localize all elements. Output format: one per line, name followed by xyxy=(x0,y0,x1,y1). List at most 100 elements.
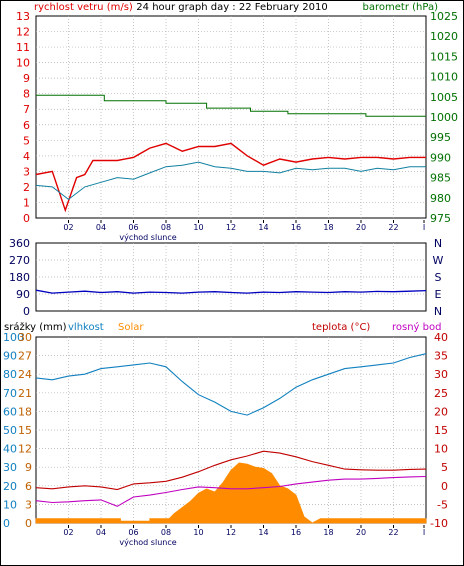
pressure-tick-label: 1020 xyxy=(430,30,458,43)
wind-x-tick-label: 20 xyxy=(356,223,366,232)
humidity-tick-label: 20 xyxy=(3,480,17,493)
wind-x-tick-label: 22 xyxy=(388,223,398,232)
series-area-solar xyxy=(35,462,427,524)
pressure-tick-label: 1025 xyxy=(430,10,458,23)
wind-speed-tick-label: 2 xyxy=(23,181,30,194)
direction-compass-label: W xyxy=(433,254,444,267)
humidity-x-tick-label: 22 xyxy=(388,528,398,537)
series-line-wind-direction xyxy=(35,289,427,294)
direction-compass-label: E xyxy=(435,288,442,301)
humidity-tick-label: 60 xyxy=(3,405,17,418)
temperature-tick-label: 30 xyxy=(434,368,448,381)
solar-tick-label: 6 xyxy=(25,480,32,493)
solar-tick-label: 3 xyxy=(25,498,32,511)
temperature-tick-label: 15 xyxy=(434,424,448,437)
pressure-tick-label: 990 xyxy=(430,151,451,164)
wind-x-tick-label: 02 xyxy=(63,223,73,232)
humidity-x-tick-label: 16 xyxy=(291,528,301,537)
wind-x-tick-label: 08 xyxy=(161,223,171,232)
series-line-vlhkost xyxy=(35,353,427,416)
pressure-tick-label: 1000 xyxy=(430,111,458,124)
humidity-x-tick-label: I xyxy=(423,528,425,537)
wind-speed-tick-label: 6 xyxy=(23,119,30,132)
pressure-tick-label: 1005 xyxy=(430,91,458,104)
solar-tick-label: 21 xyxy=(18,387,32,400)
wind-x-tick-label: 14 xyxy=(258,223,268,232)
solar-tick-label: 9 xyxy=(25,461,32,474)
temperature-tick-label: 25 xyxy=(434,387,448,400)
direction-compass-label: S xyxy=(435,271,442,284)
legend-dew-point: rosný bod xyxy=(392,321,441,333)
direction-compass-label: N xyxy=(434,305,442,318)
pressure-tick-label: 985 xyxy=(430,172,451,185)
pressure-tick-label: 980 xyxy=(430,192,451,205)
humidity-x-tick-label: 12 xyxy=(226,528,236,537)
solar-tick-label: 12 xyxy=(18,443,32,456)
wind-x-tick-label: 18 xyxy=(323,223,333,232)
temperature-tick-label: 5 xyxy=(441,461,448,474)
wind-speed-tick-label: 5 xyxy=(23,134,30,147)
solar-tick-label: 15 xyxy=(18,424,32,437)
humidity-x-tick-label: 02 xyxy=(63,528,73,537)
wind-speed-tick-label: 9 xyxy=(23,72,30,85)
wind-x-tick-label: 12 xyxy=(226,223,236,232)
series-line-rychlost-vetru xyxy=(35,142,426,213)
humidity-x-tick-label: 18 xyxy=(323,528,333,537)
wind-x-tick-label: I xyxy=(423,223,425,232)
legend-temperature: teplota (°C) xyxy=(312,322,370,333)
pressure-tick-label: 1010 xyxy=(430,71,458,84)
direction-tick-label: 270 xyxy=(9,254,30,267)
pressure-axis-title: barometr (hPa) xyxy=(363,2,439,13)
pressure-tick-label: 975 xyxy=(430,212,451,225)
humidity-x-tick-label: 04 xyxy=(96,528,106,537)
humidity-tick-label: 0 xyxy=(3,517,10,530)
series-line-rosn-bod xyxy=(35,475,427,507)
wind-speed-tick-label: 7 xyxy=(23,103,30,116)
sunrise-label-top: východ slunce xyxy=(119,233,176,242)
solar-tick-label: 30 xyxy=(18,331,32,344)
temperature-tick-label: 35 xyxy=(434,350,448,363)
pressure-tick-label: 1015 xyxy=(430,50,458,63)
humidity-tick-label: 70 xyxy=(3,387,17,400)
solar-tick-label: 27 xyxy=(18,350,32,363)
temperature-tick-label: 10 xyxy=(434,443,448,456)
humidity-x-tick-label: 08 xyxy=(161,528,171,537)
direction-tick-label: 360 xyxy=(9,237,30,250)
humidity-tick-label: 10 xyxy=(3,498,17,511)
solar-tick-label: 24 xyxy=(18,368,32,381)
wind-speed-tick-label: 12 xyxy=(16,26,30,39)
humidity-tick-label: 40 xyxy=(3,443,17,456)
wind-speed-tick-label: 8 xyxy=(23,88,30,101)
humidity-tick-label: 90 xyxy=(3,350,17,363)
temperature-tick-label: -10 xyxy=(430,517,448,530)
wind-x-tick-label: 06 xyxy=(128,223,138,232)
direction-tick-label: 0 xyxy=(23,305,30,318)
wind-x-tick-label: 16 xyxy=(291,223,301,232)
legend-rain: srážky (mm) xyxy=(4,321,67,333)
humidity-tick-label: 80 xyxy=(3,368,17,381)
solar-tick-label: 0 xyxy=(25,517,32,530)
wind-speed-tick-label: 10 xyxy=(16,57,30,70)
humidity-tick-label: 100 xyxy=(3,331,24,344)
solar-tick-label: 18 xyxy=(18,405,32,418)
wind-x-tick-label: 10 xyxy=(193,223,203,232)
wind-speed-tick-label: 4 xyxy=(23,150,30,163)
wind-speed-axis-title: rychlost vetru (m/s) xyxy=(34,2,133,13)
series-line-barometr xyxy=(36,94,426,117)
wind-pressure-panel: 0123456789101112139759809859909951000100… xyxy=(16,10,458,232)
wind-speed-tick-label: 1 xyxy=(23,196,30,209)
humidity-tick-label: 30 xyxy=(3,461,17,474)
wind-speed-tick-label: 13 xyxy=(16,10,30,23)
temperature-tick-label: -5 xyxy=(437,498,448,511)
pressure-tick-label: 995 xyxy=(430,131,451,144)
humidity-x-tick-label: 20 xyxy=(356,528,366,537)
humidity-x-tick-label: 06 xyxy=(128,528,138,537)
wind-speed-tick-label: 3 xyxy=(23,165,30,178)
rain-humidity-temperature-panel: 0102030405060708090100036912151821242730… xyxy=(3,331,448,537)
temperature-tick-label: 0 xyxy=(441,480,448,493)
temperature-tick-label: 20 xyxy=(434,405,448,418)
series-line-teplota xyxy=(35,450,427,491)
wind-speed-tick-label: 0 xyxy=(23,212,30,225)
